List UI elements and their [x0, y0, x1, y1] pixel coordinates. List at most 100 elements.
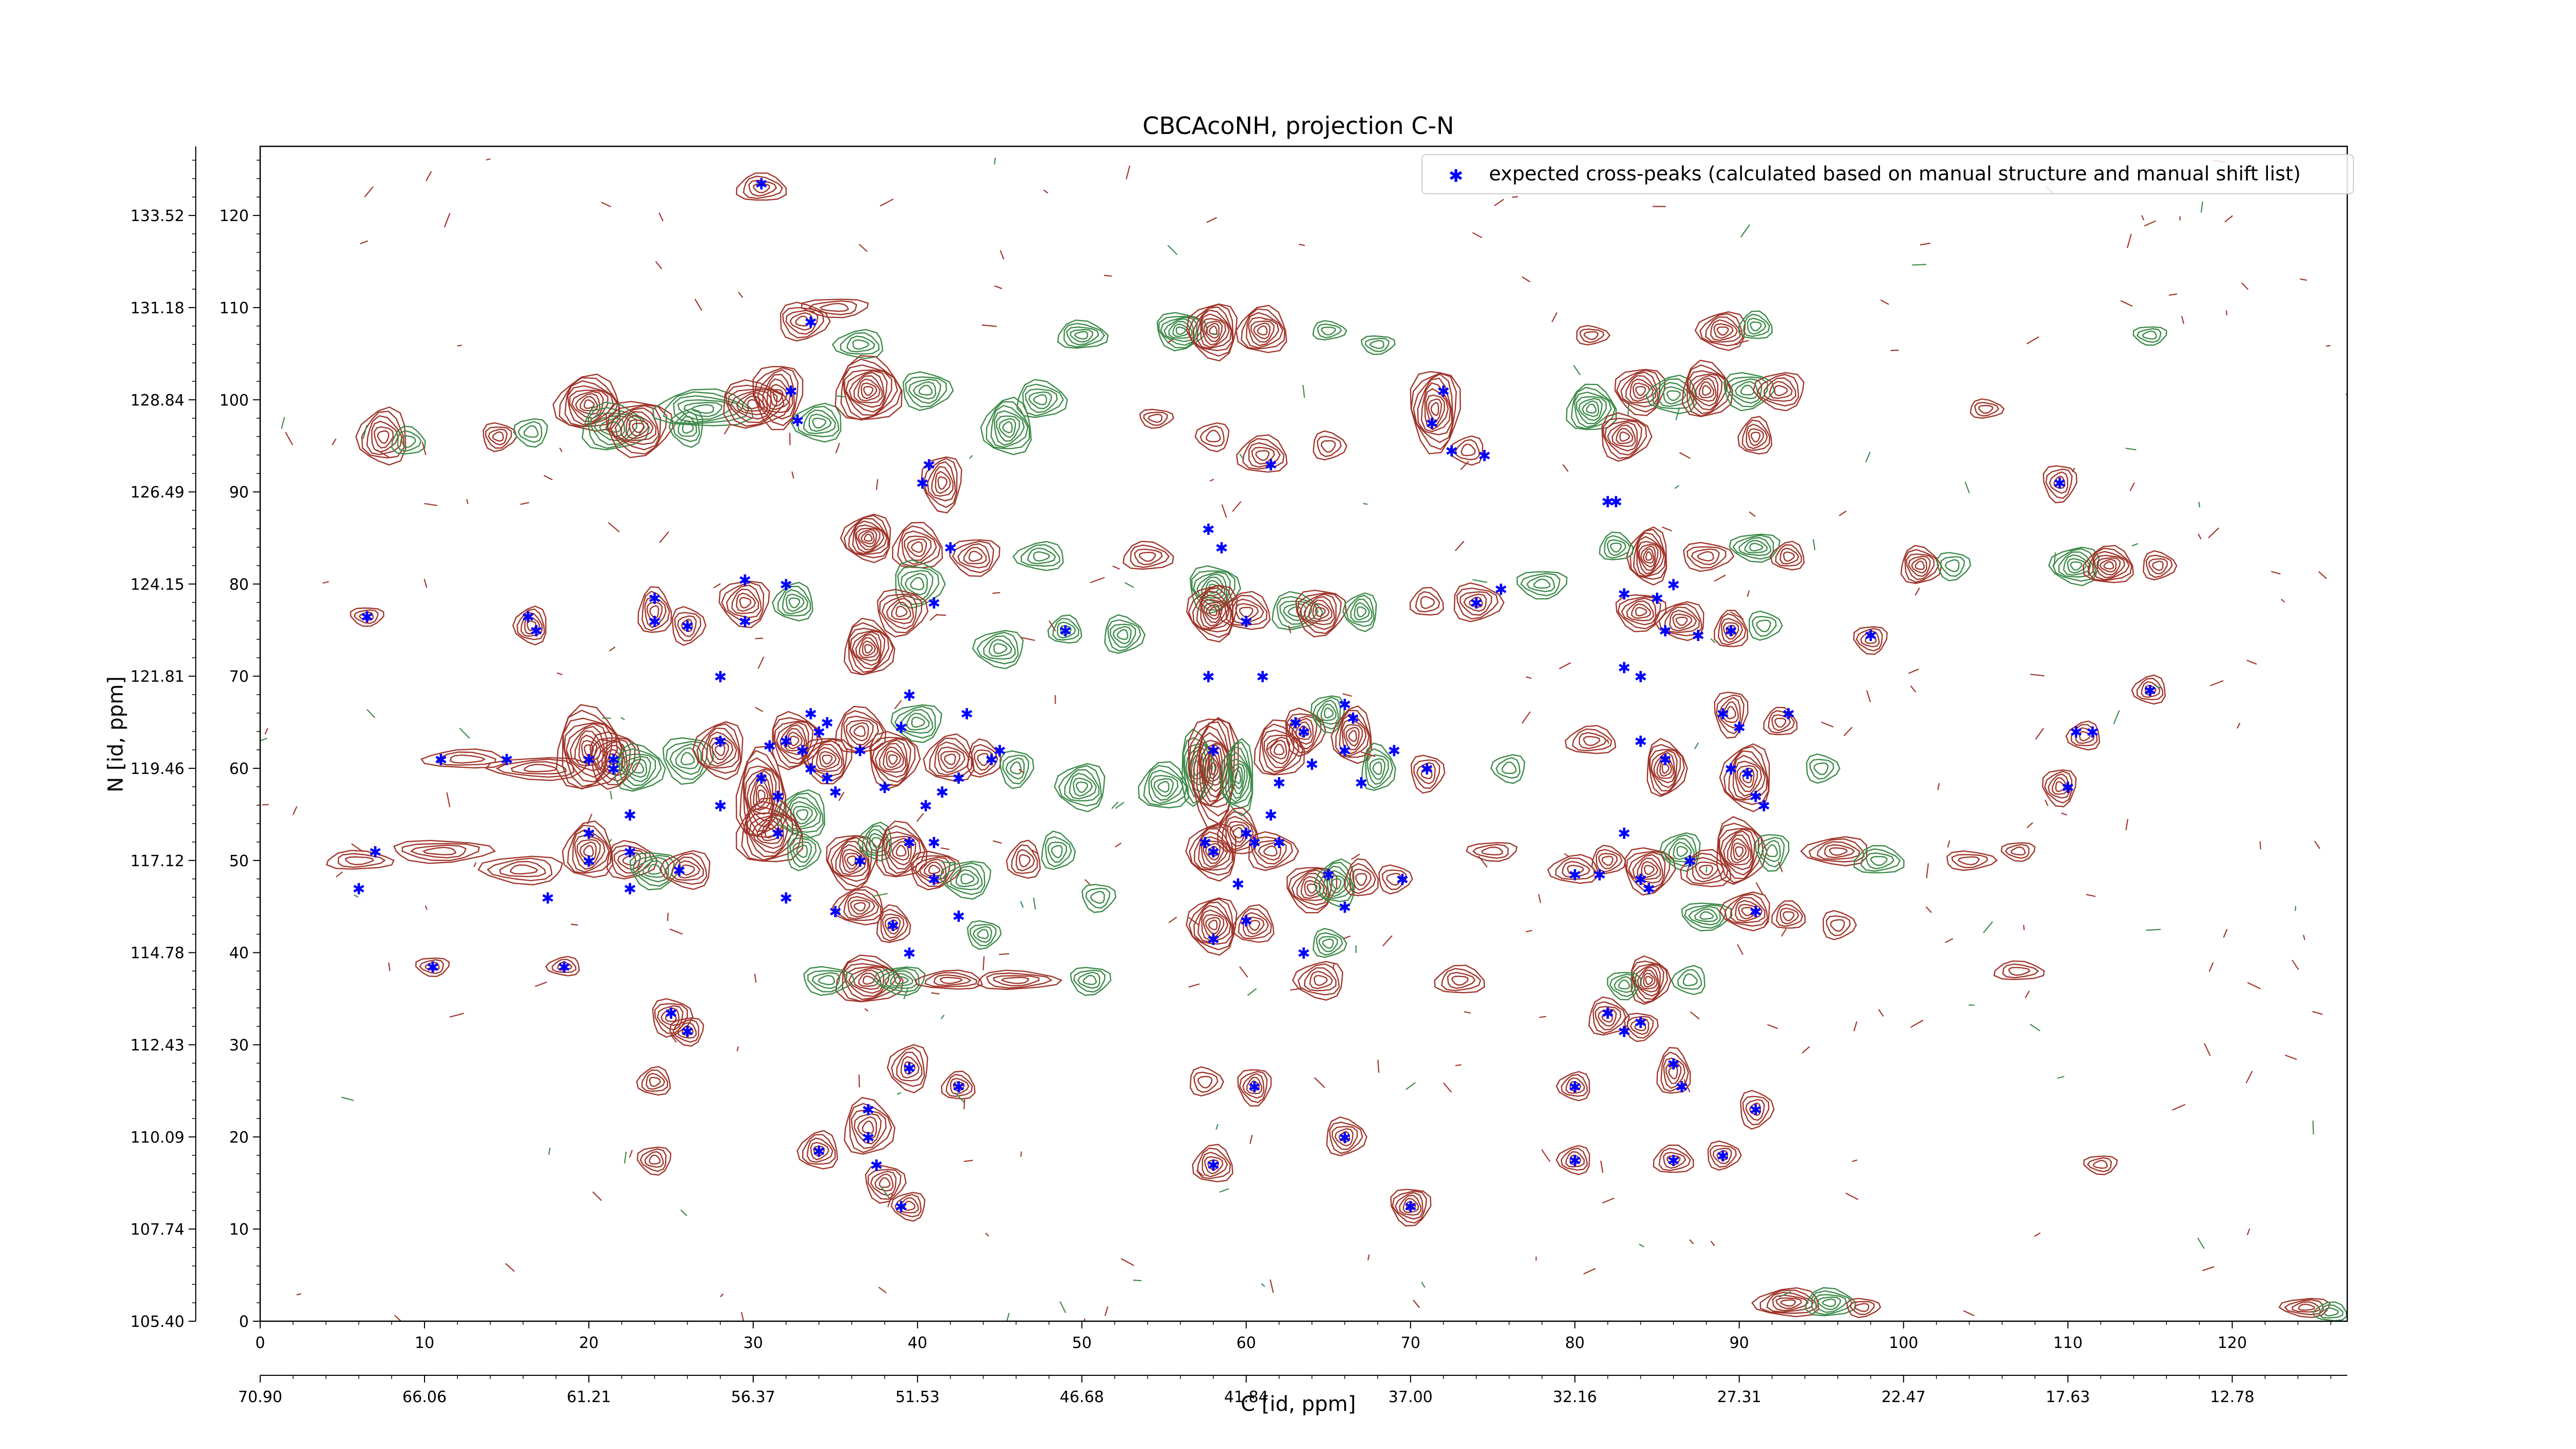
- contour-level: [1747, 317, 1767, 335]
- contour-peak: [1719, 891, 1770, 932]
- contour-level: [1728, 750, 1768, 801]
- contour-level: [1206, 430, 1221, 443]
- noise-speck: [1526, 930, 1533, 933]
- noise-speck: [1032, 849, 1039, 855]
- contour-level: [870, 736, 916, 786]
- contour-level: [1780, 547, 1800, 565]
- contour-level: [1312, 603, 1330, 620]
- contour-level: [1516, 571, 1568, 600]
- contour-level: [1006, 839, 1041, 879]
- contour-peak: [887, 1044, 928, 1093]
- contour-level: [843, 515, 890, 559]
- noise-speck: [694, 298, 702, 311]
- contour-level: [1775, 544, 1802, 567]
- noise-speck: [296, 1293, 301, 1296]
- contour-level: [1601, 1011, 1613, 1023]
- contour-peak: [1970, 398, 2005, 419]
- noise-speck: [929, 613, 938, 621]
- contour-level: [1201, 599, 1227, 627]
- cross-peak-marker: ✱: [804, 761, 817, 779]
- cross-peak-marker: ✱: [648, 613, 661, 631]
- contour-level: [1196, 590, 1232, 630]
- contour-level: [772, 582, 814, 621]
- contour-layer: [260, 157, 2347, 1321]
- contour-level: [1417, 377, 1453, 435]
- contour-level: [2063, 554, 2091, 576]
- contour-level: [608, 753, 620, 766]
- noise-speck: [2314, 840, 2320, 849]
- contour-level: [736, 797, 804, 863]
- noise-speck: [1679, 452, 1691, 459]
- cross-peak-marker: ✱: [530, 622, 543, 641]
- noise-speck: [1600, 1160, 1604, 1173]
- contour-level: [1010, 761, 1022, 775]
- contour-level: [973, 749, 993, 771]
- noise-speck: [1124, 582, 1134, 588]
- noise-speck: [1048, 620, 1056, 632]
- contour-level: [1242, 1073, 1265, 1099]
- contour-level: [485, 757, 588, 781]
- noise-speck: [982, 956, 985, 970]
- contour-level: [1082, 974, 1097, 985]
- contour-level: [592, 738, 631, 782]
- cross-peak-marker: ✱: [1059, 622, 1072, 641]
- noise-speck: [1249, 1135, 1253, 1144]
- noise-speck: [1683, 1079, 1690, 1092]
- noise-speck: [2223, 929, 2228, 938]
- contour-peak: [890, 1191, 926, 1222]
- contour-level: [1663, 1057, 1686, 1089]
- cross-peak-marker: ✱: [352, 881, 365, 899]
- legend-box: [1421, 154, 2354, 194]
- contour-level: [1713, 1148, 1733, 1165]
- contour-level: [1821, 1298, 1836, 1307]
- n-ppm-tick-label: 114.78: [130, 945, 184, 963]
- cross-peak-marker: ✱: [1202, 668, 1215, 686]
- contour-level: [1334, 1128, 1354, 1147]
- contour-level: [839, 844, 867, 875]
- contour-level: [1671, 965, 1706, 996]
- contour-level: [1399, 1194, 1422, 1216]
- contour-level: [649, 605, 659, 619]
- contour-level: [1561, 1148, 1588, 1171]
- contour-level: [1005, 757, 1025, 780]
- contour-level: [1019, 854, 1031, 868]
- cross-peak-marker: ✱: [623, 881, 636, 899]
- contour-level: [345, 856, 375, 866]
- cross-peak-marker: ✱: [1445, 443, 1458, 461]
- contour-level: [1957, 856, 1980, 866]
- noise-speck: [2030, 673, 2045, 677]
- contour-level: [1774, 385, 1788, 396]
- noise-speck: [1021, 636, 1036, 641]
- contour-level: [511, 761, 567, 775]
- noise-speck: [351, 843, 364, 853]
- contour-level: [1235, 603, 1259, 621]
- contour-level: [762, 374, 793, 413]
- contour-level: [625, 414, 654, 440]
- contour-level: [1369, 758, 1386, 781]
- cross-peak-marker: ✱: [993, 742, 1006, 760]
- contour-level: [2103, 561, 2114, 570]
- contour-level: [1749, 610, 1783, 641]
- noise-speck: [994, 285, 1003, 290]
- contour-level: [871, 738, 911, 783]
- contour-level: [877, 967, 920, 993]
- noise-speck: [713, 583, 721, 588]
- cross-peak-marker: ✱: [1618, 1023, 1631, 1041]
- y-tick-label: 30: [229, 1037, 249, 1055]
- contour-level: [1659, 759, 1672, 777]
- cross-peak-marker: ✱: [1864, 627, 1877, 645]
- contour-level: [845, 370, 888, 413]
- contour-level: [1070, 329, 1094, 343]
- contour-level: [844, 852, 860, 870]
- noise-speck: [1674, 485, 1680, 489]
- contour-level: [589, 731, 641, 790]
- contour-level: [1682, 360, 1734, 417]
- contour-peak: [1139, 409, 1175, 429]
- contour-level: [1603, 535, 1631, 559]
- contour-level: [1196, 725, 1233, 806]
- contour-level: [410, 845, 467, 858]
- noise-speck: [2172, 1104, 2185, 1111]
- contour-level: [943, 862, 986, 896]
- contour-level: [1299, 593, 1337, 630]
